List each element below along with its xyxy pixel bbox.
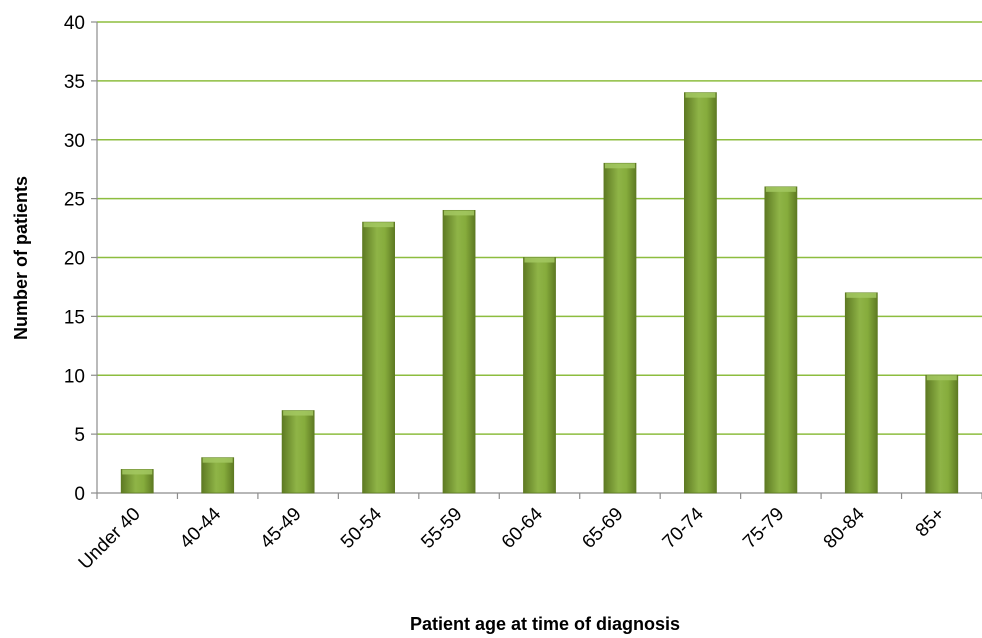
bar-highlight: [444, 210, 475, 216]
bars: [120, 92, 959, 494]
bar: [362, 221, 395, 494]
bar-highlight: [685, 92, 716, 98]
bar-highlight: [122, 469, 153, 475]
y-tick-labels: 0 5 10 15 20 25 30 35 40: [64, 13, 85, 505]
bar: [120, 469, 154, 494]
bar-body: [201, 457, 235, 494]
bar-highlight: [846, 292, 877, 298]
bar-highlight: [283, 410, 314, 416]
bar: [603, 162, 637, 494]
x-axis-title: Patient age at time of diagnosis: [410, 614, 680, 634]
bar: [201, 457, 235, 494]
x-tick-label: 55-59: [417, 504, 466, 553]
y-tick-label: 10: [64, 366, 85, 387]
bar: [442, 209, 476, 494]
y-tick-label: 0: [74, 484, 85, 505]
y-tick-label: 30: [64, 131, 85, 152]
bar-body: [764, 186, 798, 494]
x-tick-label: Under 40: [75, 504, 145, 574]
y-axis-title: Number of patients: [11, 176, 31, 340]
x-tick-label: 65-69: [578, 504, 627, 553]
x-tick-labels: Under 40 40-44 45-49 50-54 55-59 60-64 65-69 70…: [75, 503, 950, 573]
y-tick-label: 25: [64, 190, 85, 211]
bar: [925, 374, 959, 494]
bar-highlight: [363, 222, 394, 228]
x-tick-label: 80-84: [820, 503, 870, 553]
bar: [523, 257, 556, 494]
bar-body: [523, 257, 556, 494]
x-tick-label: 45-49: [256, 504, 305, 553]
bar: [764, 186, 798, 494]
bar-body: [925, 374, 959, 494]
bar-highlight: [524, 257, 555, 263]
y-tick-label: 35: [64, 72, 85, 93]
y-tick-label: 5: [74, 425, 85, 446]
x-tick-label: 60-64: [498, 503, 548, 553]
bar: [281, 410, 315, 494]
bar-body: [844, 292, 878, 494]
bar-highlight: [926, 375, 957, 381]
y-tick-label: 20: [64, 249, 85, 270]
bar-body: [362, 221, 395, 494]
bar-body: [442, 209, 476, 494]
bar-highlight: [202, 457, 233, 463]
bar: [684, 92, 717, 494]
x-tick-label: 70-74: [659, 503, 709, 553]
bar: [844, 292, 878, 494]
x-tick-label: 40-44: [176, 503, 226, 553]
bar-highlight: [604, 163, 635, 169]
bar-body: [684, 92, 717, 494]
y-tick-label: 15: [64, 307, 85, 328]
y-tick-label: 40: [64, 13, 85, 34]
x-tick-label: 75-79: [739, 504, 788, 553]
bar-body: [603, 162, 637, 494]
x-tick-label: 85+: [912, 504, 950, 542]
bar-highlight: [765, 186, 796, 192]
x-tick-label: 50-54: [337, 503, 387, 553]
bar-body: [281, 410, 315, 494]
